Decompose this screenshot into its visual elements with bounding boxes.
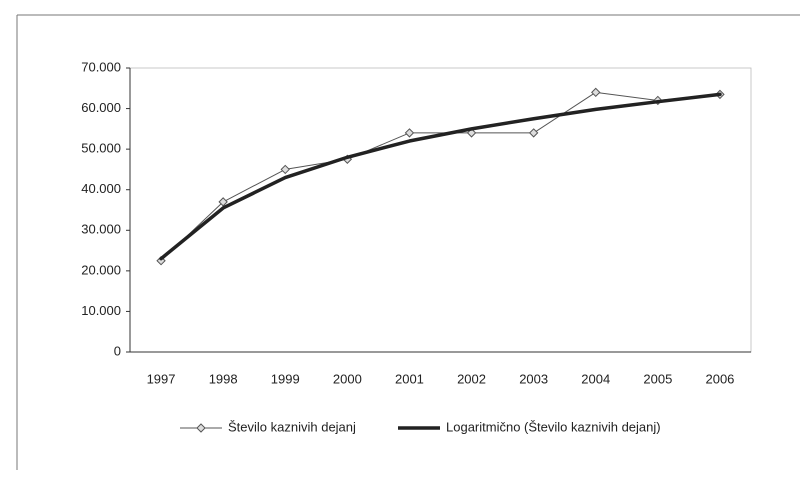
legend-label: Logaritmično (Število kaznivih dejanj) [446,419,661,434]
y-tick-label: 20.000 [81,262,121,277]
x-tick-label: 2000 [333,371,362,386]
marker [218,197,228,207]
y-tick-label: 0 [114,343,121,358]
x-tick-label: 2002 [457,371,486,386]
x-tick-label: 2005 [643,371,672,386]
y-tick-label: 70.000 [81,59,121,74]
marker [591,87,601,98]
x-tick-label: 2004 [581,371,610,386]
legend-marker [196,423,206,433]
y-tick-label: 10.000 [81,303,121,318]
y-tick-label: 60.000 [81,100,121,115]
x-tick-label: 2003 [519,371,548,386]
y-tick-label: 30.000 [81,222,121,237]
x-tick-label: 1999 [271,371,300,386]
x-tick-label: 1997 [147,371,176,386]
trend-line [159,92,722,261]
x-tick-label: 2006 [705,371,734,386]
legend-label: Število kaznivih dejanj [228,419,356,434]
marker [404,128,415,138]
x-tick-label: 1998 [209,371,238,386]
y-tick-label: 40.000 [81,181,121,196]
y-tick-label: 50.000 [81,141,121,156]
data-line [160,91,721,262]
marker [156,256,166,266]
marker [280,164,290,175]
x-tick-label: 2001 [395,371,424,386]
marker [466,128,477,138]
marker [528,128,539,138]
